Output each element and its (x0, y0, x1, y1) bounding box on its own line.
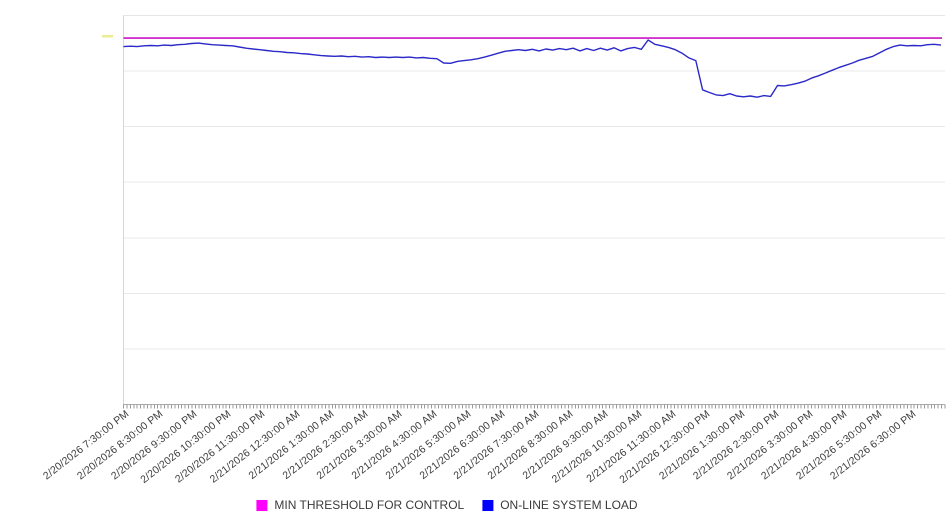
load-series-line (123, 39, 942, 98)
legend-item-min-threshold[interactable]: MIN THRESHOLD FOR CONTROL (256, 498, 464, 512)
plot-area (102, 15, 946, 409)
legend-swatch-icon (256, 499, 268, 511)
legend-swatch-icon (482, 499, 494, 511)
legend-label: MIN THRESHOLD FOR CONTROL (274, 498, 465, 512)
threshold-axis-marker-icon (102, 35, 113, 38)
legend-label: ON-LINE SYSTEM LOAD (500, 498, 638, 512)
legend: MIN THRESHOLD FOR CONTROL ON-LINE SYSTEM … (256, 498, 638, 512)
legend-item-online-system-load[interactable]: ON-LINE SYSTEM LOAD (482, 498, 638, 512)
